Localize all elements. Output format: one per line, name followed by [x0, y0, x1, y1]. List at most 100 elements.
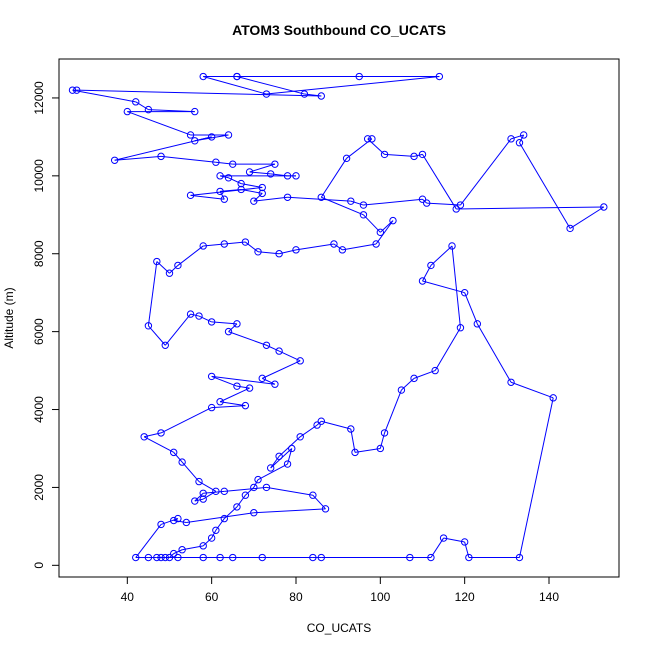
plot-frame: [58, 58, 620, 578]
series-segment: [186, 512, 254, 523]
data-point: [359, 201, 368, 209]
data-point: [110, 156, 119, 164]
series-segment: [401, 378, 415, 391]
series-segment: [211, 321, 237, 325]
data-point: [229, 553, 237, 562]
data-point: [288, 444, 296, 453]
series-segment: [169, 265, 179, 274]
data-point: [207, 403, 216, 412]
series-segment: [164, 313, 191, 346]
series-segment: [413, 153, 423, 157]
series-segment: [350, 200, 364, 206]
y-tick-label: 4000: [32, 396, 46, 423]
series-segment: [287, 448, 293, 465]
data-point: [283, 460, 292, 468]
series-segment: [253, 508, 326, 514]
series-segment: [114, 155, 162, 161]
data-point: [372, 240, 380, 248]
series-segment: [476, 323, 512, 383]
data-point: [600, 203, 608, 211]
data-point: [460, 538, 469, 546]
data-point: [423, 199, 431, 207]
data-point: [448, 242, 456, 250]
data-point: [165, 269, 174, 277]
data-point: [254, 248, 262, 256]
data-point: [406, 553, 414, 562]
series-segment: [384, 389, 402, 434]
data-point: [317, 417, 325, 425]
series-segment: [160, 407, 212, 434]
data-point: [174, 261, 182, 270]
series-segment: [422, 280, 465, 294]
data-point: [549, 394, 557, 402]
data-point: [220, 195, 229, 203]
series-segment: [257, 463, 288, 481]
series-segment: [519, 134, 525, 143]
y-axis-label: Altitude (m): [2, 287, 16, 348]
series-segment: [194, 498, 204, 502]
data-point: [186, 131, 195, 139]
data-point: [465, 553, 473, 562]
data-point: [68, 86, 77, 94]
data-point: [456, 324, 465, 332]
data-point: [220, 514, 229, 523]
y-tick-label: 10000: [32, 159, 46, 193]
data-point: [169, 516, 178, 525]
chart-title: ATOM3 Southbound CO_UCATS: [232, 22, 446, 38]
series-segment: [342, 243, 377, 251]
series-segment: [262, 377, 276, 385]
data-point: [275, 347, 283, 355]
series-0: [68, 72, 608, 562]
data-point: [262, 341, 271, 349]
data-point: [317, 92, 325, 100]
series-segment: [363, 198, 423, 206]
data-point: [351, 448, 359, 457]
data-point: [254, 475, 262, 484]
series-segment: [422, 265, 432, 282]
series-segment: [219, 191, 225, 200]
data-point: [174, 553, 182, 562]
data-point: [174, 514, 182, 523]
data-point: [321, 505, 330, 513]
data-point: [431, 366, 439, 375]
data-point: [355, 72, 363, 81]
data-point: [199, 242, 207, 250]
series-segment: [223, 506, 238, 519]
x-axis: 40 60 80 100 120 140: [121, 576, 559, 604]
data-point: [73, 86, 81, 94]
data-point: [195, 477, 203, 486]
data-point: [220, 487, 229, 496]
data-point: [216, 553, 224, 562]
series-segment: [72, 89, 136, 103]
data-point: [220, 240, 229, 248]
data-point: [418, 195, 427, 203]
data-point: [566, 224, 574, 233]
x-tick-label: 80: [289, 590, 303, 604]
data-point: [292, 172, 300, 180]
x-tick-label: 40: [121, 590, 135, 604]
data-point: [161, 553, 169, 562]
data-point: [199, 495, 207, 503]
series-segment: [194, 492, 204, 502]
series-segment: [384, 153, 415, 157]
data-point: [452, 205, 460, 213]
data-point: [283, 172, 292, 180]
series-segment: [211, 375, 275, 385]
data-point: [317, 553, 325, 562]
y-tick-label: 8000: [32, 240, 46, 267]
series-segment: [321, 420, 351, 430]
series-segment: [181, 461, 200, 482]
data-point: [460, 288, 469, 297]
series-segment: [413, 370, 436, 379]
series-segment: [236, 494, 246, 508]
data-point: [515, 553, 524, 562]
data-point: [224, 131, 233, 139]
data-point: [132, 98, 140, 106]
series-segment: [266, 344, 280, 352]
data-point: [296, 433, 304, 441]
data-point: [258, 189, 266, 198]
data-point: [313, 421, 321, 429]
series-segment: [203, 76, 267, 95]
data-point: [144, 322, 153, 330]
series-segment: [211, 375, 238, 387]
